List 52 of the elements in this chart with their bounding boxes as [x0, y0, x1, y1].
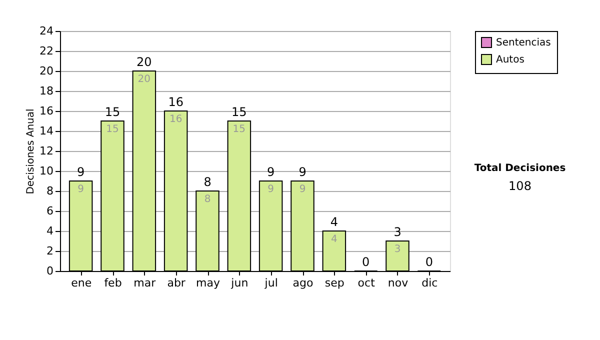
data-label: 16: [169, 114, 182, 125]
y-tick-label: 16: [40, 104, 54, 118]
x-tick-label: may: [196, 276, 220, 290]
y-tick-label: 14: [40, 124, 54, 138]
data-label: 20: [138, 74, 151, 85]
total-label: 9: [77, 165, 85, 179]
y-tick-label: 12: [40, 144, 54, 158]
total-label: 0: [425, 255, 433, 269]
total-label: 4: [330, 215, 338, 229]
y-tick-label: 4: [46, 224, 54, 238]
x-tick-label: jun: [230, 276, 248, 290]
data-label: 9: [78, 184, 84, 195]
x-tick-label: nov: [388, 276, 409, 290]
y-axis-title: Decisiones Anual: [26, 108, 37, 194]
data-label: 9: [268, 184, 274, 195]
y-tick-label: 0: [46, 264, 54, 278]
x-tick-label: ago: [292, 276, 314, 290]
y-tick-label: 8: [46, 184, 54, 198]
x-tick-label: mar: [134, 276, 156, 290]
x-tick-label: sep: [324, 276, 344, 290]
total-label: 15: [104, 105, 120, 119]
data-label: 4: [330, 234, 338, 245]
total-label: 16: [168, 95, 184, 109]
x-tick-label: dic: [422, 276, 438, 290]
x-tick-label: oct: [358, 276, 376, 290]
y-tick-label: 24: [40, 24, 54, 38]
y-tick-label: 6: [46, 204, 54, 218]
data-label: 15: [232, 124, 246, 135]
data-label: 9: [299, 184, 306, 195]
x-tick-label: jul: [264, 276, 278, 290]
y-tick-label: 22: [40, 44, 54, 58]
total-label: 9: [267, 165, 275, 179]
y-tick-label: 20: [40, 64, 54, 78]
text: 108: [508, 178, 532, 193]
data-label: 8: [204, 194, 211, 205]
legend-label: Sentencias: [496, 38, 551, 48]
text: Total Decisiones: [474, 162, 566, 174]
total-label: 15: [232, 105, 247, 119]
x-tick-label: feb: [104, 276, 122, 290]
legend-label: Autos: [496, 54, 524, 66]
y-tick-label: 18: [40, 84, 54, 98]
data-label: 15: [106, 124, 119, 135]
data-label: 3: [394, 244, 401, 255]
y-tick-label: 10: [40, 164, 54, 178]
total-label: 9: [298, 165, 306, 179]
total-label: 8: [204, 175, 212, 189]
x-tick-label: ene: [71, 276, 92, 290]
x-tick-label: abr: [167, 276, 186, 290]
total-label: 0: [362, 255, 370, 269]
y-tick-label: 2: [46, 244, 54, 258]
total-label: 20: [136, 55, 152, 69]
total-label: 3: [394, 225, 402, 239]
